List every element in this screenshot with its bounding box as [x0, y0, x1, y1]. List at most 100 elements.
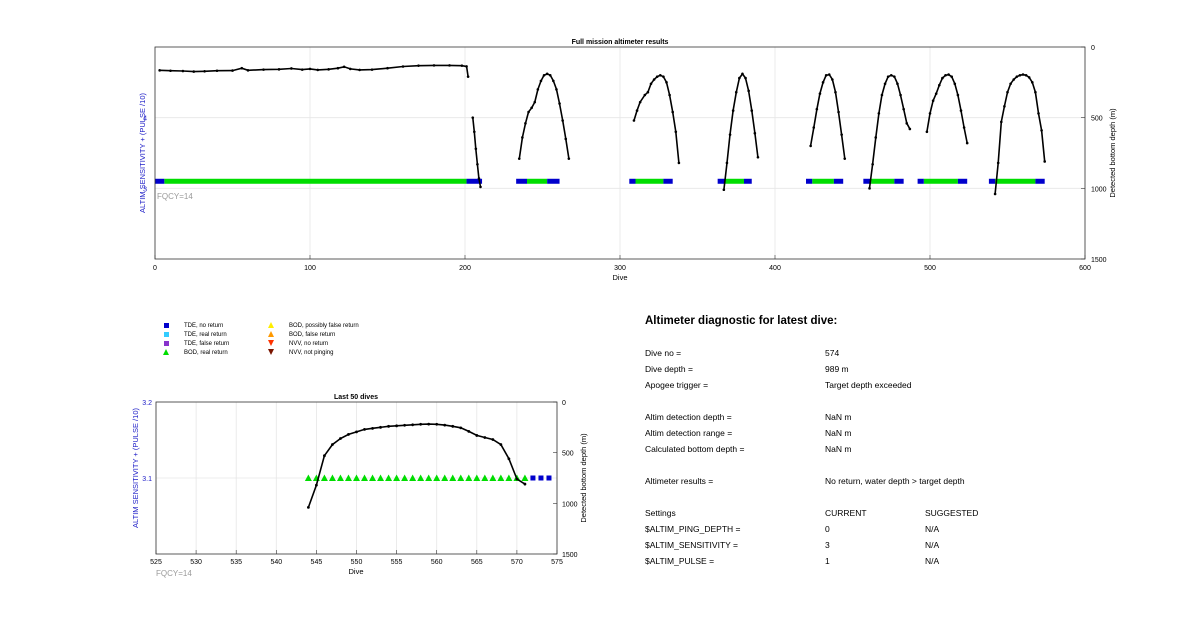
- chart1-bottom-depth-point: [725, 161, 729, 165]
- legend-label: TDE, real return: [184, 332, 227, 338]
- chart1-bottom-depth-point: [996, 161, 1000, 165]
- chart2-ticks: 525 530 535 540 545 550 555 560 565 570 575 3.1 3.2 0…: [142, 400, 577, 566]
- chart1-bottom-depth-point: [1003, 105, 1006, 108]
- legend-marker-icon: [265, 331, 277, 339]
- chart2-bod-real-marker: [473, 474, 481, 481]
- chart1-bottom-depth-point: [931, 99, 935, 103]
- chart1-bottom-depth-line: [723, 72, 759, 190]
- chart1-x-tick-label: 100: [304, 265, 316, 272]
- chart1-bottom-depth-point: [192, 70, 196, 73]
- chart2-bottom-depth-line: [307, 423, 526, 508]
- chart1-y-tick-label: 4: [143, 116, 147, 123]
- legend-item: TDE, no return: [160, 322, 223, 330]
- chart1-bottom-depth-point: [827, 73, 831, 76]
- chart1-bottom-depth-point: [386, 66, 389, 70]
- legend-item: TDE, real return: [160, 331, 227, 339]
- legend-label: TDE, no return: [184, 323, 224, 329]
- chart1-bottom-depth-point: [908, 127, 912, 131]
- legend-marker-icon: [265, 349, 277, 357]
- chart1-bottom-depth-point: [677, 161, 681, 165]
- chart2-x-tick-label: 545: [311, 559, 323, 566]
- chart1-sensitivity-mark: [466, 178, 483, 184]
- chart2-bod-real-marker: [417, 474, 425, 481]
- chart2-x-tick-label: 555: [391, 559, 403, 566]
- chart2-bod-real-marker: [505, 474, 513, 481]
- chart1-bottom-depth-line: [633, 74, 680, 163]
- legend-label: BOD, real return: [184, 350, 228, 356]
- chart2-bottom-depth-point: [483, 436, 487, 439]
- chart2-bod-real-marker: [497, 474, 505, 481]
- chart2-xlabel: Dive: [348, 567, 363, 576]
- chart2-bod-real-marker: [336, 474, 344, 481]
- chart2-bottom-depth-point: [427, 422, 431, 426]
- chart1-bottom-depth-point: [466, 75, 470, 78]
- chart1-bottom-depth-point: [336, 66, 340, 70]
- chart1-sensitivity-mark: [155, 178, 165, 184]
- chart1-bottom-depth-point: [993, 192, 997, 196]
- diagnostic-label: Apogee trigger =: [645, 380, 709, 390]
- chart1-bottom-depth-point: [728, 133, 732, 136]
- diagnostic-value: No return, water depth > target depth: [825, 476, 965, 486]
- diagnostic-extra: N/A: [925, 556, 940, 566]
- chart1-bottom-depth-point: [674, 130, 678, 134]
- legend-label: NVV, not pinging: [289, 350, 334, 356]
- chart1-bottom-depth-point: [652, 78, 656, 81]
- chart1-x-tick-label: 200: [459, 265, 471, 272]
- chart1-bottom-depth-point: [635, 109, 639, 112]
- chart1-bottom-depth-point: [632, 119, 636, 122]
- chart1-bottom-depth-line: [159, 64, 469, 77]
- legend-marker-icon: [160, 322, 172, 330]
- diagnostic-value: NaN m: [825, 444, 852, 454]
- chart1-bottom-depth-point: [203, 70, 206, 73]
- chart2-bottom-depth-point: [523, 482, 527, 486]
- diagnostic-extra: N/A: [925, 524, 940, 534]
- chart1-fqcy-annotation: FQCY=14: [157, 192, 193, 201]
- chart1-bottom-depth-point: [479, 185, 482, 189]
- chart2-bod-real-marker: [304, 474, 312, 481]
- diagnostic-row: Altim detection range = NaN m: [645, 428, 1185, 440]
- chart2-bod-real-marker: [385, 474, 393, 481]
- chart1-bottom-depth-point: [925, 130, 929, 134]
- diagnostic-row: Dive no = 574: [645, 348, 1185, 360]
- chart1-bottom-depth-point: [358, 68, 361, 72]
- chart1-bottom-depth-point: [734, 90, 738, 94]
- chart2-x-tick-label: 565: [471, 559, 483, 566]
- chart1-bottom-depth-line: [926, 73, 968, 144]
- chart1-bottom-depth-point: [417, 64, 420, 67]
- chart1-bottom-depth-point: [349, 67, 352, 71]
- chart1-x-tick-label: 500: [924, 265, 936, 272]
- chart1-bottom-depth-point: [432, 64, 436, 67]
- chart1-bottom-depth-point: [818, 92, 822, 95]
- chart2-bod-real-marker: [369, 474, 377, 481]
- chart1-bottom-depth-point: [668, 93, 671, 97]
- chart1-ticks: 0 100 200 300 400 500 600 3 4 0 500 1000 1500: [143, 45, 1107, 272]
- chart1-bottom-depth-point: [290, 67, 293, 70]
- chart1-bottom-depth-point: [527, 110, 530, 114]
- chart1-sensitivity-mark: [527, 178, 548, 184]
- chart1-bottom-depth-point: [558, 102, 561, 105]
- chart2-bod-real-marker: [328, 474, 336, 481]
- chart1-bottom-depth-point: [316, 68, 320, 72]
- chart1-bottom-depth-point: [744, 76, 747, 80]
- diagnostic-row: Altim detection depth = NaN m: [645, 412, 1185, 424]
- legend-item: BOD, possibly false return: [265, 322, 359, 330]
- chart1-bottom-depth-point: [524, 122, 527, 125]
- chart1-sensitivity-mark: [995, 178, 1036, 184]
- chart2-bottom-depth-point: [443, 423, 447, 427]
- chart1-bottom-depth-point: [1021, 73, 1025, 76]
- chart2-bod-real-marker: [344, 474, 352, 481]
- chart1-bottom-depth-point: [840, 133, 843, 136]
- diagnostic-extra: N/A: [925, 540, 940, 550]
- diagnostic-extra: SUGGESTED: [925, 508, 979, 518]
- chart1-bottom-depth-point: [277, 68, 281, 71]
- chart2-bottom-depth-point: [331, 443, 334, 446]
- diagnostic-label: Dive depth =: [645, 364, 693, 374]
- chart1-y2-tick-label: 500: [1091, 116, 1103, 123]
- chart1-sensitivity-mark: [917, 178, 924, 184]
- chart2-bod-real-marker: [320, 474, 328, 481]
- chart1-bottom-depth-point: [1034, 90, 1037, 94]
- chart1-bottom-depth-point: [1009, 82, 1012, 86]
- chart2-bottom-depth-point: [507, 457, 511, 461]
- chart1-bottom-depth-point: [655, 75, 659, 78]
